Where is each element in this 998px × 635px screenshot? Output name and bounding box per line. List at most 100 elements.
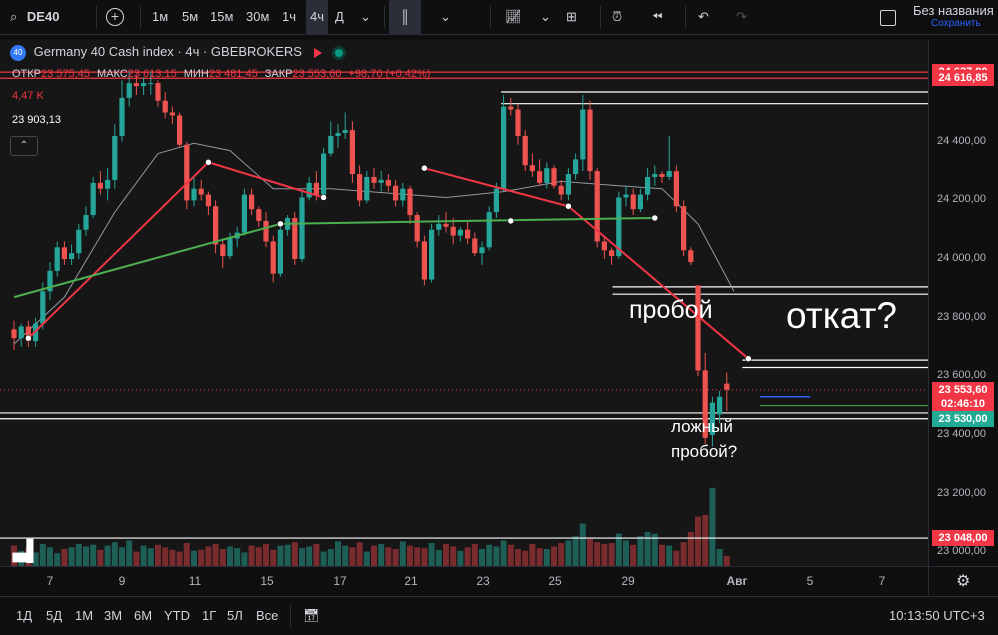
- candle-body: [551, 168, 557, 186]
- candle-body: [486, 212, 492, 248]
- date-range-button[interactable]: 📅︎: [303, 597, 320, 635]
- time-tick: 21: [404, 574, 418, 588]
- layout-button[interactable]: ⊞: [566, 0, 577, 34]
- volume-bar: [594, 542, 601, 566]
- volume-bar: [119, 547, 125, 566]
- volume-bar: [601, 543, 608, 566]
- candle-body: [133, 83, 139, 87]
- layout-name[interactable]: Без названия: [913, 3, 994, 18]
- range-3[interactable]: 1М: [75, 608, 94, 623]
- price-tick: 23 200,00: [937, 486, 986, 499]
- candle-body: [436, 223, 442, 230]
- close-label: ЗАКР: [264, 68, 293, 80]
- volume-bar: [565, 540, 572, 566]
- volume-bar: [25, 548, 32, 566]
- range-2[interactable]: 5Д: [46, 608, 63, 623]
- candle-body: [450, 226, 456, 236]
- collapse-legend-button[interactable]: ⌃: [10, 136, 38, 156]
- candle-body: [141, 83, 147, 87]
- candle-body: [537, 171, 543, 183]
- grid-icon: ⊞: [566, 9, 577, 24]
- timeframe-1[interactable]: 1м: [152, 9, 169, 24]
- volume-bar: [428, 543, 435, 566]
- interval-dropdown[interactable]: ⌄: [360, 0, 371, 34]
- volume-bar: [630, 544, 637, 566]
- volume-bar: [263, 543, 269, 566]
- candle-body: [11, 329, 17, 339]
- timeframe-3[interactable]: 15м: [210, 9, 234, 24]
- range-4[interactable]: 3М: [104, 608, 123, 623]
- volume-bar: [183, 543, 190, 566]
- volume-bar: [327, 549, 334, 566]
- candle-body: [306, 182, 312, 198]
- candle-body: [587, 109, 593, 172]
- timeframe-6[interactable]: 4ч: [306, 0, 329, 34]
- volume-bar: [421, 548, 428, 566]
- indicators-dropdown[interactable]: ⌄: [540, 0, 551, 34]
- range-1[interactable]: 1Д: [16, 608, 33, 623]
- candle-body: [695, 285, 701, 371]
- price-label: 23 048,00: [932, 530, 994, 547]
- volume-bar: [169, 549, 176, 566]
- tradingview-logo[interactable]: ▃▌: [13, 540, 41, 562]
- symbol-search[interactable]: ⌕ DE40: [10, 0, 59, 34]
- range-7[interactable]: 1Г: [202, 608, 217, 623]
- candle-body: [393, 185, 399, 201]
- price-label: 23 553,60: [932, 381, 994, 398]
- candles-chart-type-button[interactable]: ║: [389, 0, 421, 34]
- add-symbol-button[interactable]: +: [106, 0, 124, 34]
- candle-body: [400, 188, 406, 201]
- alert-button[interactable]: ⏰︎: [612, 0, 622, 34]
- range-9[interactable]: Все: [256, 608, 279, 623]
- high-value: 23 613,15: [127, 68, 177, 80]
- price-tick: 23 800,00: [937, 310, 986, 323]
- timeframe-5[interactable]: 1ч: [282, 9, 297, 24]
- chart-pane[interactable]: [0, 40, 928, 566]
- replay-button[interactable]: ⏪︎: [652, 0, 662, 34]
- chart-legend: 40 Germany 40 Cash index · 4ч · GBEBROKE…: [10, 44, 344, 61]
- candle-body: [364, 176, 370, 201]
- volume-bar: [709, 487, 716, 566]
- candle-body: [249, 194, 255, 210]
- legend-title: Germany 40 Cash index · 4ч · GBEBROKERS: [33, 44, 302, 59]
- volume-bar: [111, 542, 118, 566]
- volume-bar: [255, 547, 262, 566]
- candles-icon: ║: [400, 9, 410, 24]
- candle-body: [18, 326, 24, 339]
- range-5[interactable]: 6М: [134, 608, 153, 623]
- high-label: МАКС: [97, 68, 128, 80]
- candle-body: [637, 194, 643, 210]
- chart-type-dropdown[interactable]: ⌄: [440, 0, 451, 34]
- candle-body: [378, 179, 384, 183]
- time-axis[interactable]: 7 9 11 15 17 21 23 25 29 Авг 5 7: [0, 566, 928, 595]
- range-8[interactable]: 5Л: [227, 608, 243, 623]
- volume-bar: [320, 551, 327, 566]
- volume-bar: [162, 547, 169, 566]
- indicators-button[interactable]: 📈︎: [505, 0, 522, 34]
- volume-bar: [241, 552, 248, 566]
- candle-body: [508, 106, 514, 110]
- volume-bar: [407, 545, 413, 566]
- chevron-down-icon: ⌄: [360, 9, 371, 24]
- indicators-icon: 📈︎: [505, 9, 522, 24]
- range-6[interactable]: YTD: [164, 608, 190, 623]
- candle-body: [544, 168, 550, 183]
- timeframe-7[interactable]: Д: [335, 9, 344, 24]
- redo-button[interactable]: ↷: [736, 0, 747, 34]
- time-tick: 9: [118, 574, 126, 588]
- price-axis[interactable]: 24 400,00 24 200,00 24 000,00 23 800,00 23 6…: [928, 40, 998, 566]
- undo-button[interactable]: ↶: [698, 0, 709, 34]
- axis-settings[interactable]: ⚙: [928, 566, 998, 595]
- clock-time[interactable]: 10:13:50 UTC+3: [889, 608, 985, 623]
- save-link[interactable]: Сохранить: [931, 18, 981, 29]
- timeframe-2[interactable]: 5м: [182, 9, 199, 24]
- volume-bar: [493, 546, 500, 566]
- alarm-icon: ⏰︎: [612, 9, 623, 24]
- layout-toggle[interactable]: [880, 0, 896, 34]
- timeframe-4[interactable]: 30м: [246, 9, 270, 24]
- candle-body: [558, 185, 564, 195]
- time-tick: 15: [260, 574, 274, 588]
- volume-bar: [212, 543, 219, 566]
- candle-body: [385, 179, 391, 186]
- volume-bar: [673, 550, 680, 566]
